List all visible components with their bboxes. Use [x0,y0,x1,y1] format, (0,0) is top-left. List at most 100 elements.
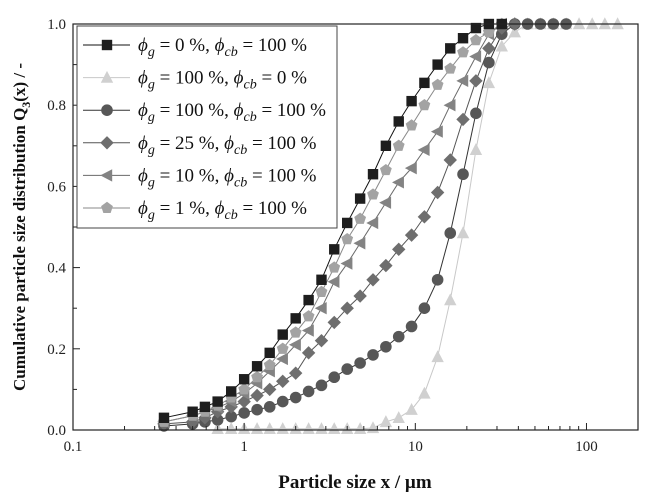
data-point [405,403,418,415]
legend-label: ϕg = 0 %, ϕcb = 100 % [138,35,307,60]
data-point [353,289,367,303]
data-point [430,125,443,138]
data-point [367,169,379,180]
data-point [301,346,316,360]
data-point [456,112,470,127]
data-point [483,56,495,69]
data-point [315,379,328,392]
data-point [276,374,290,388]
x-tick-label: 10 [408,439,423,455]
data-point [431,273,444,286]
data-point [276,422,289,434]
data-point [392,242,406,257]
x-axis-title: Particle size x / µm [278,472,432,493]
data-point [185,415,200,429]
data-point [328,371,341,384]
data-point [456,74,469,88]
data-point [303,294,314,306]
data-point [341,232,354,245]
legend-label: ϕg = 100 %, ϕcb = 100 % [138,100,326,125]
data-point [289,391,302,404]
data-point [342,217,353,229]
data-point [262,382,277,397]
y-tick-label: 0.6 [47,179,66,195]
data-point [212,396,223,407]
data-point [431,78,444,90]
legend-marker-diamond [100,136,114,150]
data-point [225,386,237,397]
data-point [380,140,392,151]
data-point [470,107,482,120]
data-point [430,185,445,200]
data-point [187,406,198,417]
data-point [263,358,276,371]
data-point [393,116,404,127]
data-point [404,228,419,242]
data-point [598,17,612,30]
plot-marks [157,17,624,434]
data-point [354,357,366,369]
data-point [457,33,469,44]
data-point [443,153,457,167]
data-point [379,196,392,209]
x-tick-label: 100 [575,439,598,455]
legend-label: ϕg = 1 %, ϕcb = 100 % [138,198,307,223]
data-point [238,374,250,385]
data-point [225,410,237,423]
data-point [470,34,482,46]
legend-label: ϕg = 100 %, ϕcb = 0 % [138,68,307,93]
data-point [302,310,315,322]
data-point [158,412,170,424]
data-point [301,324,314,337]
data-point [392,139,405,151]
data-point [611,17,624,30]
legend-marker-circle [101,104,113,116]
data-point [288,366,303,380]
data-point [404,161,417,175]
data-point [432,59,443,70]
legend-label: ϕg = 10 %, ϕcb = 100 % [138,165,317,190]
data-point [585,17,599,30]
data-point [199,401,211,413]
legend-item: ϕg = 25 %, ϕcb = 100 % [83,133,317,158]
data-point [238,407,250,419]
data-point [443,99,456,112]
data-point [277,329,288,340]
axis-ticks: 0.1 1 10 100 0.0 0.2 0.4 0.6 0.8 1.0 [47,17,639,455]
data-point [380,340,392,353]
data-point [405,320,418,333]
data-point [379,258,393,273]
data-point [302,422,315,434]
data-point [469,143,483,156]
data-point [469,74,483,88]
data-point [457,46,469,58]
data-point [379,163,392,176]
data-point [508,25,521,38]
y-tick-label: 1.0 [47,17,66,33]
data-point [328,422,341,434]
data-point [341,363,354,375]
data-point [276,352,288,366]
legend-item: ϕg = 100 %, ϕcb = 0 % [83,68,307,93]
data-point [418,386,431,399]
data-point [482,41,496,56]
y-tick-label: 0.2 [47,342,66,358]
legend-marker-square [101,39,113,51]
data-point [264,347,275,359]
data-point [315,422,328,434]
data-point [315,285,328,297]
data-point [444,62,457,74]
data-point [444,227,457,239]
legend-marker-triangle-up [100,70,114,83]
data-point [379,415,393,428]
x-tick-label: 0.1 [64,439,83,455]
legend-box [76,25,338,229]
data-point [340,301,354,315]
data-point [251,403,263,416]
data-point [314,302,327,315]
data-point [469,50,482,63]
data-point [250,422,264,434]
data-point [366,216,379,230]
data-point [316,274,327,285]
